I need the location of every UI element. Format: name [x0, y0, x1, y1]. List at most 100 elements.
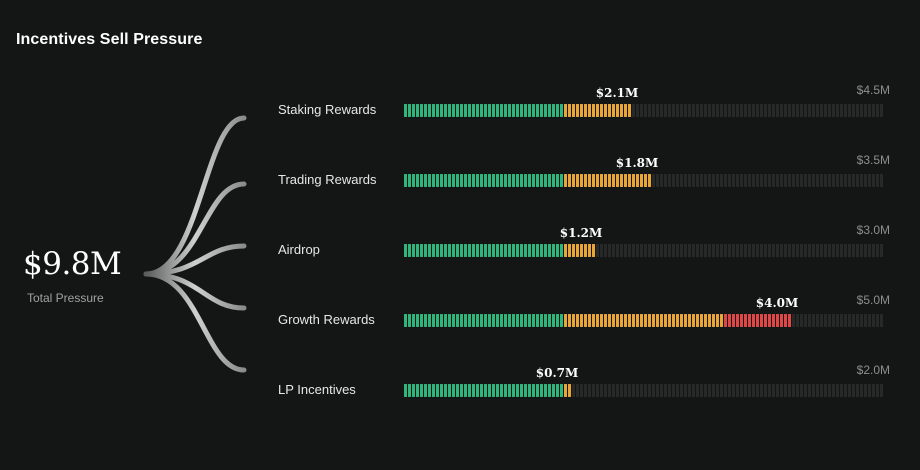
segment-empty — [744, 174, 747, 187]
segment-orange — [600, 314, 603, 327]
segment-empty — [684, 104, 687, 117]
segment-green — [524, 244, 527, 257]
segment-green — [556, 174, 559, 187]
segment-green — [432, 384, 435, 397]
segment-green — [496, 314, 499, 327]
segment-empty — [728, 384, 731, 397]
segment-empty — [708, 384, 711, 397]
segment-empty — [708, 244, 711, 257]
segment-empty — [848, 244, 851, 257]
segment-empty — [728, 104, 731, 117]
segment-orange — [640, 174, 643, 187]
segment-empty — [696, 244, 699, 257]
segment-empty — [676, 244, 679, 257]
segment-green — [440, 244, 443, 257]
segment-orange — [612, 104, 615, 117]
segment-empty — [624, 384, 627, 397]
segment-green — [440, 314, 443, 327]
segment-red — [756, 314, 759, 327]
segment-empty — [820, 174, 823, 187]
segment-empty — [760, 384, 763, 397]
segment-empty — [768, 384, 771, 397]
segment-orange — [624, 174, 627, 187]
segment-green — [432, 244, 435, 257]
segment-green — [488, 314, 491, 327]
segment-empty — [716, 244, 719, 257]
segment-green — [476, 104, 479, 117]
segment-empty — [652, 174, 655, 187]
segment-orange — [644, 174, 647, 187]
segment-empty — [648, 244, 651, 257]
segment-orange — [588, 314, 591, 327]
segment-empty — [660, 384, 663, 397]
segment-orange — [568, 104, 571, 117]
segment-orange — [580, 174, 583, 187]
segment-orange — [576, 104, 579, 117]
segment-green — [412, 104, 415, 117]
segment-empty — [680, 104, 683, 117]
segment-empty — [584, 384, 587, 397]
segment-green — [496, 174, 499, 187]
segment-orange — [708, 314, 711, 327]
segment-empty — [852, 104, 855, 117]
segment-orange — [628, 104, 631, 117]
segment-green — [428, 244, 431, 257]
segment-empty — [844, 244, 847, 257]
segment-empty — [680, 174, 683, 187]
segment-empty — [640, 104, 643, 117]
segment-green — [424, 174, 427, 187]
segment-empty — [808, 244, 811, 257]
segment-green — [436, 104, 439, 117]
segment-orange — [664, 314, 667, 327]
segment-empty — [752, 174, 755, 187]
segment-orange — [596, 104, 599, 117]
row-label-staking-rewards: Staking Rewards — [278, 102, 377, 117]
segment-orange — [584, 314, 587, 327]
cap-label-lp-incentives: $2.0M — [856, 363, 890, 377]
segment-green — [472, 384, 475, 397]
segment-orange — [592, 174, 595, 187]
segment-green — [500, 384, 503, 397]
segment-green — [500, 104, 503, 117]
segment-empty — [656, 174, 659, 187]
segment-empty — [636, 104, 639, 117]
segment-orange — [648, 314, 651, 327]
segment-green — [480, 104, 483, 117]
segment-orange — [620, 104, 623, 117]
segment-green — [452, 244, 455, 257]
segment-empty — [800, 104, 803, 117]
segment-empty — [812, 244, 815, 257]
segment-empty — [864, 384, 867, 397]
segment-orange — [608, 104, 611, 117]
segment-orange — [656, 314, 659, 327]
segment-orange — [592, 244, 595, 257]
segment-empty — [752, 244, 755, 257]
segment-empty — [732, 104, 735, 117]
segment-empty — [724, 384, 727, 397]
segment-green — [464, 174, 467, 187]
connector-staking-rewards — [143, 115, 247, 277]
segment-empty — [780, 244, 783, 257]
segment-green — [496, 244, 499, 257]
segment-green — [456, 314, 459, 327]
segment-empty — [836, 314, 839, 327]
segment-red — [724, 314, 727, 327]
segment-empty — [864, 174, 867, 187]
segment-empty — [836, 104, 839, 117]
segment-empty — [588, 384, 591, 397]
segment-empty — [700, 174, 703, 187]
segment-empty — [872, 314, 875, 327]
segment-empty — [848, 174, 851, 187]
segment-empty — [712, 174, 715, 187]
segment-empty — [788, 244, 791, 257]
segment-green — [412, 384, 415, 397]
segment-green — [468, 314, 471, 327]
value-label-airdrop: $1.2M — [559, 226, 603, 240]
total-pressure-label: Total Pressure — [27, 291, 104, 305]
segment-green — [560, 244, 563, 257]
total-pressure-value: $9.8M — [23, 246, 122, 282]
segment-green — [460, 244, 463, 257]
value-label-lp-incentives: $0.7M — [535, 366, 579, 380]
segment-orange — [604, 314, 607, 327]
segment-red — [732, 314, 735, 327]
